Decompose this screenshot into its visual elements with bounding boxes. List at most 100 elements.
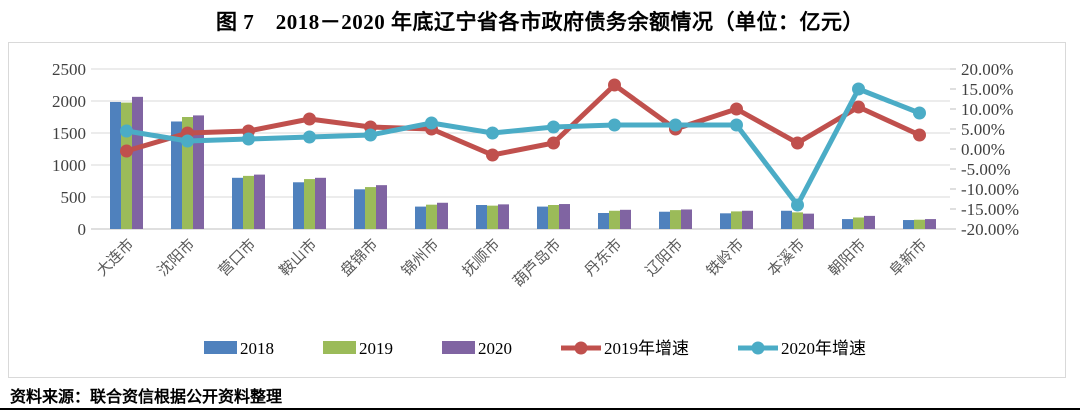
x-axis-label: 朝阳市	[825, 236, 869, 280]
data-point-2020年增速	[852, 82, 865, 96]
y-axis-right-label: -15.00%	[961, 200, 1019, 219]
bar-2018	[903, 220, 914, 229]
x-axis-label: 鞍山市	[276, 236, 320, 280]
bar-2019	[243, 175, 254, 229]
x-axis-label: 本溪市	[764, 236, 808, 280]
x-axis-label: 锦州市	[398, 236, 442, 280]
bar-2020	[864, 215, 875, 229]
legend-label-2020年增速: 2020年增速	[781, 339, 866, 358]
bar-2018	[537, 206, 548, 229]
bar-2018	[110, 101, 121, 229]
bar-2020	[376, 185, 387, 229]
source-note: 资料来源：联合资信根据公开资料整理	[10, 389, 283, 406]
bar-2019	[914, 219, 925, 229]
bar-2020	[315, 177, 326, 229]
bar-2020	[559, 204, 570, 229]
bar-2019	[670, 210, 681, 229]
bar-2018	[354, 189, 365, 229]
bar-2018	[598, 213, 609, 229]
bar-2019	[365, 187, 376, 229]
y-axis-right-label: 0.00%	[961, 140, 1005, 159]
bar-2018	[476, 205, 487, 229]
x-axis-label: 盘锦市	[337, 235, 382, 280]
line-2019年增速	[125, 82, 921, 158]
y-axis-left-label: 1000	[52, 156, 86, 175]
bar-2018	[415, 206, 426, 229]
data-point-2019年增速	[486, 148, 499, 162]
data-point-2020年增速	[486, 126, 499, 140]
bar-2020	[254, 174, 265, 229]
bar-2018	[781, 210, 792, 229]
y-axis-left-label: 1500	[52, 124, 86, 143]
bar-2019	[426, 204, 437, 229]
data-point-2020年增速	[242, 132, 255, 146]
bar-2019	[853, 217, 864, 229]
data-point-2019年增速	[913, 128, 926, 142]
bar-2020	[925, 219, 936, 229]
bar-2019	[304, 179, 315, 229]
chart-box: 0 500 1000 1500 2000 2500 20.00% 15.00% 10.00% 5.…	[8, 42, 1066, 378]
bar-2019	[609, 210, 620, 229]
data-point-2020年增速	[181, 134, 194, 148]
bar-2020	[193, 115, 204, 229]
bottom-rule	[0, 408, 1080, 410]
y-axis-right-label: 20.00%	[961, 60, 1013, 79]
legend-label-2019: 2019	[359, 339, 393, 358]
y-axis-left-label: 0	[78, 220, 87, 239]
bar-2019	[548, 205, 559, 229]
bar-2018	[659, 211, 670, 229]
x-axis-label: 阜新市	[886, 236, 930, 280]
bar-2019	[487, 205, 498, 229]
data-point-2020年增速	[364, 128, 377, 142]
legend-swatch-2018	[204, 341, 237, 354]
y-axis-right-label: 15.00%	[961, 80, 1013, 99]
x-axis-label: 铁岭市	[703, 236, 747, 280]
y-axis-right-label: 10.00%	[961, 100, 1013, 119]
bar-2020	[681, 209, 692, 229]
chart-title: 图 7 2018－2020 年底辽宁省各市政府债务余额情况（单位：亿元）	[216, 10, 864, 34]
bar-2018	[293, 182, 304, 229]
line-2020年增速	[126, 86, 921, 208]
data-point-2020年增速	[547, 120, 560, 134]
data-point-2020年增速	[913, 106, 926, 120]
legend-marker-2019年增速	[574, 341, 588, 355]
bar-2018	[171, 121, 182, 229]
legend-swatch-2019	[323, 341, 356, 354]
bar-2019	[731, 211, 742, 229]
y-axis-right-label: -20.00%	[961, 220, 1019, 239]
data-point-2020年增速	[730, 118, 743, 132]
x-axis-label: 沈阳市	[154, 236, 198, 280]
bar-2020	[803, 213, 814, 229]
x-axis-label: 辽阳市	[642, 236, 686, 280]
bar-2020	[620, 209, 631, 229]
data-point-2019年增速	[547, 136, 560, 150]
data-point-2019年增速	[852, 100, 865, 114]
y-axis-right-label: -5.00%	[961, 160, 1011, 179]
y-axis-left-label: 500	[61, 188, 87, 207]
x-axis-label: 葫芦岛市	[510, 236, 564, 290]
bar-2019	[792, 212, 803, 229]
bar-2018	[842, 219, 853, 229]
data-point-2020年增速	[608, 118, 621, 132]
data-point-2020年增速	[425, 116, 438, 130]
legend-label-2018: 2018	[240, 339, 274, 358]
y-axis-right-label: 5.00%	[961, 120, 1005, 139]
bar-2019	[182, 117, 193, 229]
x-axis-label: 大连市	[93, 236, 137, 280]
bar-2018	[720, 213, 731, 229]
data-point-2020年增速	[303, 130, 316, 144]
data-point-2019年增速	[120, 144, 133, 158]
bar-2020	[132, 96, 143, 229]
data-point-2020年增速	[120, 124, 133, 138]
bar-2020	[742, 210, 753, 229]
y-axis-left-label: 2000	[52, 92, 86, 111]
chart-canvas: 0 500 1000 1500 2000 2500 20.00%15.00%10.00%5.…	[52, 60, 1019, 358]
bar-2020	[437, 202, 448, 229]
x-axis-label: 丹东市	[581, 236, 625, 280]
bar-2020	[498, 204, 509, 229]
legend-label-2019年增速: 2019年增速	[604, 339, 689, 358]
bar-2018	[232, 177, 243, 229]
data-point-2019年增速	[791, 136, 804, 150]
data-point-2020年增速	[669, 118, 682, 132]
data-point-2019年增速	[303, 112, 316, 126]
